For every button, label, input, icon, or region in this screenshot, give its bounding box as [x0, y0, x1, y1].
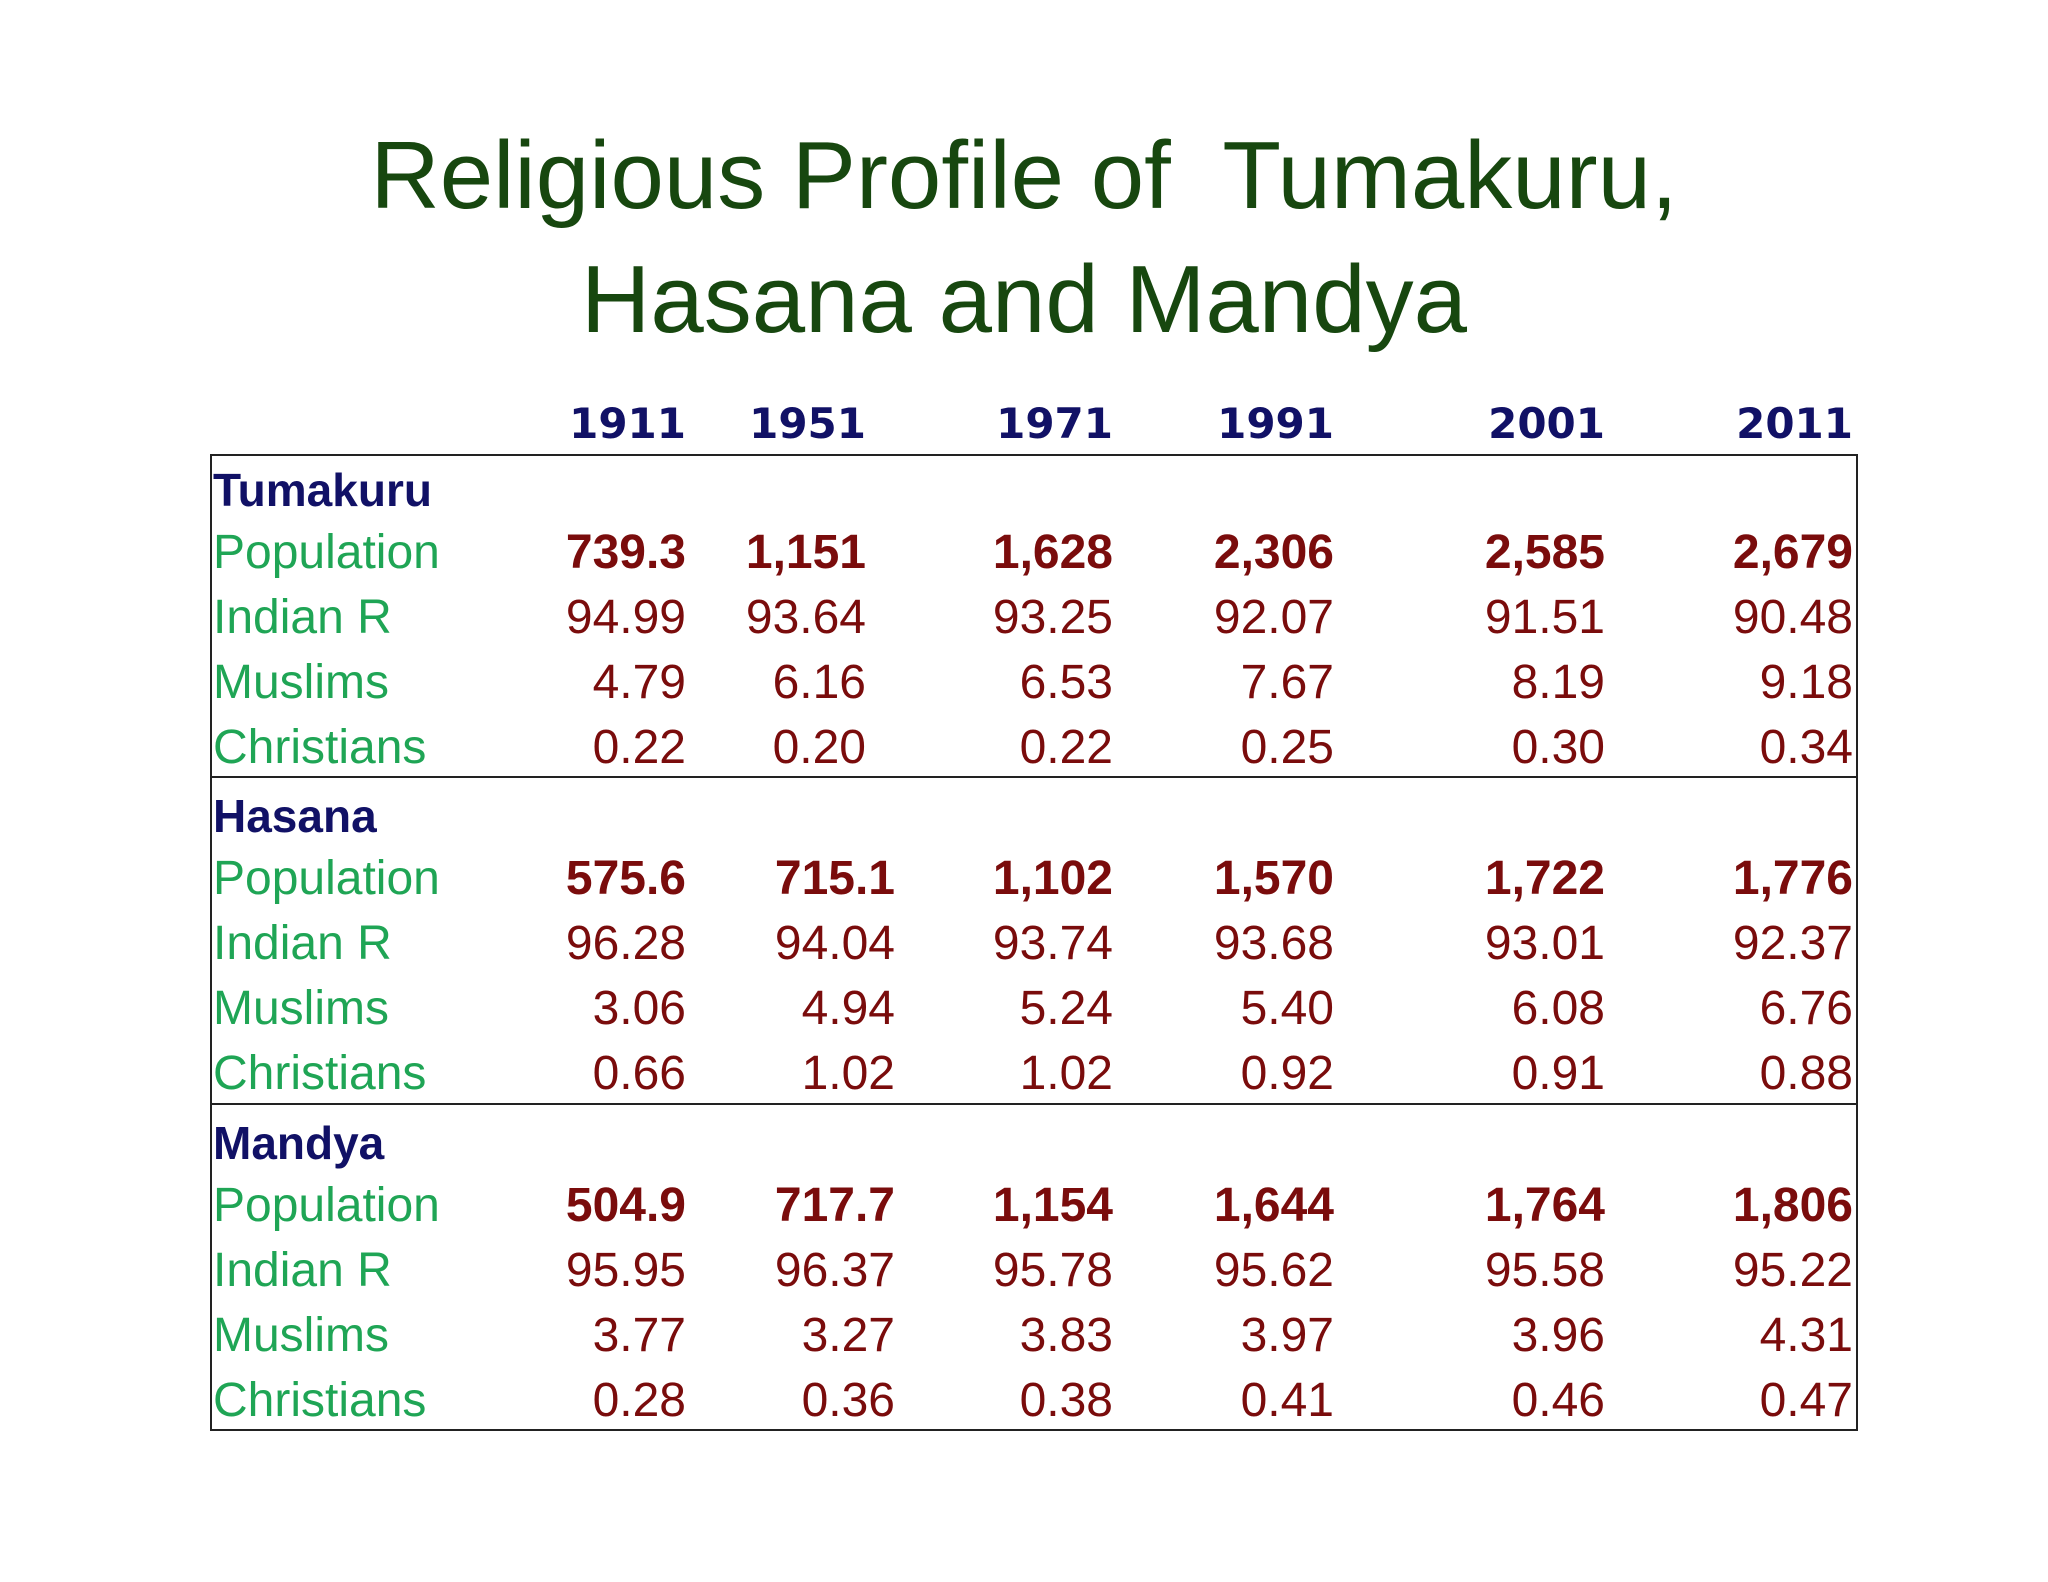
cell-value: 93.64 — [745, 591, 866, 644]
cell-value: 91.51 — [1484, 591, 1605, 644]
cell-value: 90.48 — [1732, 591, 1853, 644]
cell-value: 3.27 — [801, 1309, 895, 1362]
row-label: Muslims — [213, 982, 389, 1035]
section-separator — [210, 1103, 1856, 1105]
section-separator — [210, 776, 1856, 778]
title-line: Religious Profile of Tumakuru, — [370, 122, 1678, 229]
cell-value: 0.88 — [1759, 1047, 1853, 1100]
section-name: Tumakuru — [213, 464, 432, 516]
row-label: Muslims — [213, 1309, 389, 1362]
cell-value: 95.58 — [1484, 1244, 1605, 1297]
cell-value: 7.67 — [1240, 656, 1334, 709]
cell-value: 0.38 — [1019, 1374, 1113, 1427]
cell-value: 0.22 — [1019, 721, 1113, 774]
cell-value: 717.7 — [774, 1179, 895, 1232]
cell-value: 0.25 — [1240, 721, 1334, 774]
cell-value: 1,102 — [992, 852, 1113, 905]
row-label: Indian R — [213, 591, 392, 644]
title-line: Hasana and Mandya — [581, 246, 1467, 353]
cell-value: 3.83 — [1019, 1309, 1113, 1362]
section-name: Mandya — [213, 1117, 385, 1169]
cell-value: 0.46 — [1511, 1374, 1605, 1427]
cell-value: 96.37 — [774, 1244, 895, 1297]
cell-value: 0.92 — [1240, 1047, 1334, 1100]
cell-value: 93.01 — [1484, 917, 1605, 970]
cell-value: 3.96 — [1511, 1309, 1605, 1362]
cell-value: 1,644 — [1213, 1179, 1334, 1232]
cell-value: 2,679 — [1732, 526, 1853, 579]
cell-value: 3.77 — [592, 1309, 686, 1362]
cell-value: 6.08 — [1511, 982, 1605, 1035]
cell-value: 2,306 — [1213, 526, 1334, 579]
cell-value: 504.9 — [565, 1179, 686, 1232]
column-header: 1911 — [569, 399, 686, 448]
cell-value: 1,764 — [1484, 1179, 1605, 1232]
cell-value: 93.74 — [992, 917, 1113, 970]
cell-value: 0.30 — [1511, 721, 1605, 774]
cell-value: 0.36 — [801, 1374, 895, 1427]
cell-value: 96.28 — [565, 917, 686, 970]
cell-value: 3.97 — [1240, 1309, 1334, 1362]
cell-value: 93.68 — [1213, 917, 1334, 970]
cell-value: 1,570 — [1213, 852, 1334, 905]
cell-value: 5.24 — [1019, 982, 1113, 1035]
row-label: Muslims — [213, 656, 389, 709]
cell-value: 92.07 — [1213, 591, 1334, 644]
cell-value: 1,628 — [992, 526, 1113, 579]
cell-value: 4.94 — [801, 982, 895, 1035]
section-name: Hasana — [213, 790, 377, 842]
cell-value: 3.06 — [592, 982, 686, 1035]
cell-value: 1.02 — [1019, 1047, 1113, 1100]
table-border — [210, 454, 1858, 1431]
cell-value: 5.40 — [1240, 982, 1334, 1035]
row-label: Christians — [213, 1374, 427, 1427]
cell-value: 95.22 — [1732, 1244, 1853, 1297]
cell-value: 0.47 — [1759, 1374, 1853, 1427]
cell-value: 1,151 — [745, 526, 866, 579]
cell-value: 95.95 — [565, 1244, 686, 1297]
cell-value: 0.20 — [772, 721, 866, 774]
cell-value: 95.78 — [992, 1244, 1113, 1297]
column-header: 2001 — [1488, 399, 1605, 448]
cell-value: 1.02 — [801, 1047, 895, 1100]
cell-value: 2,585 — [1484, 526, 1605, 579]
cell-value: 0.41 — [1240, 1374, 1334, 1427]
cell-value: 0.28 — [592, 1374, 686, 1427]
cell-value: 1,806 — [1732, 1179, 1853, 1232]
row-label: Population — [213, 526, 440, 579]
cell-value: 4.79 — [592, 656, 686, 709]
cell-value: 1,722 — [1484, 852, 1605, 905]
row-label: Indian R — [213, 1244, 392, 1297]
cell-value: 8.19 — [1511, 656, 1605, 709]
row-label: Christians — [213, 721, 427, 774]
cell-value: 0.91 — [1511, 1047, 1605, 1100]
cell-value: 0.22 — [592, 721, 686, 774]
row-label: Indian R — [213, 917, 392, 970]
column-header: 1971 — [996, 399, 1113, 448]
cell-value: 4.31 — [1759, 1309, 1853, 1362]
cell-value: 1,154 — [992, 1179, 1113, 1232]
cell-value: 0.66 — [592, 1047, 686, 1100]
cell-value: 95.62 — [1213, 1244, 1334, 1297]
cell-value: 0.34 — [1759, 721, 1853, 774]
cell-value: 94.04 — [774, 917, 895, 970]
column-header: 1951 — [749, 399, 866, 448]
row-label: Christians — [213, 1047, 427, 1100]
cell-value: 6.76 — [1759, 982, 1853, 1035]
cell-value: 575.6 — [565, 852, 686, 905]
cell-value: 739.3 — [565, 526, 686, 579]
row-label: Population — [213, 852, 440, 905]
row-label: Population — [213, 1179, 440, 1232]
cell-value: 9.18 — [1759, 656, 1853, 709]
cell-value: 1,776 — [1732, 852, 1853, 905]
column-header: 1991 — [1217, 399, 1334, 448]
cell-value: 93.25 — [992, 591, 1113, 644]
column-header: 2011 — [1736, 399, 1853, 448]
cell-value: 6.53 — [1019, 656, 1113, 709]
cell-value: 94.99 — [565, 591, 686, 644]
cell-value: 715.1 — [774, 852, 895, 905]
cell-value: 6.16 — [772, 656, 866, 709]
cell-value: 92.37 — [1732, 917, 1853, 970]
